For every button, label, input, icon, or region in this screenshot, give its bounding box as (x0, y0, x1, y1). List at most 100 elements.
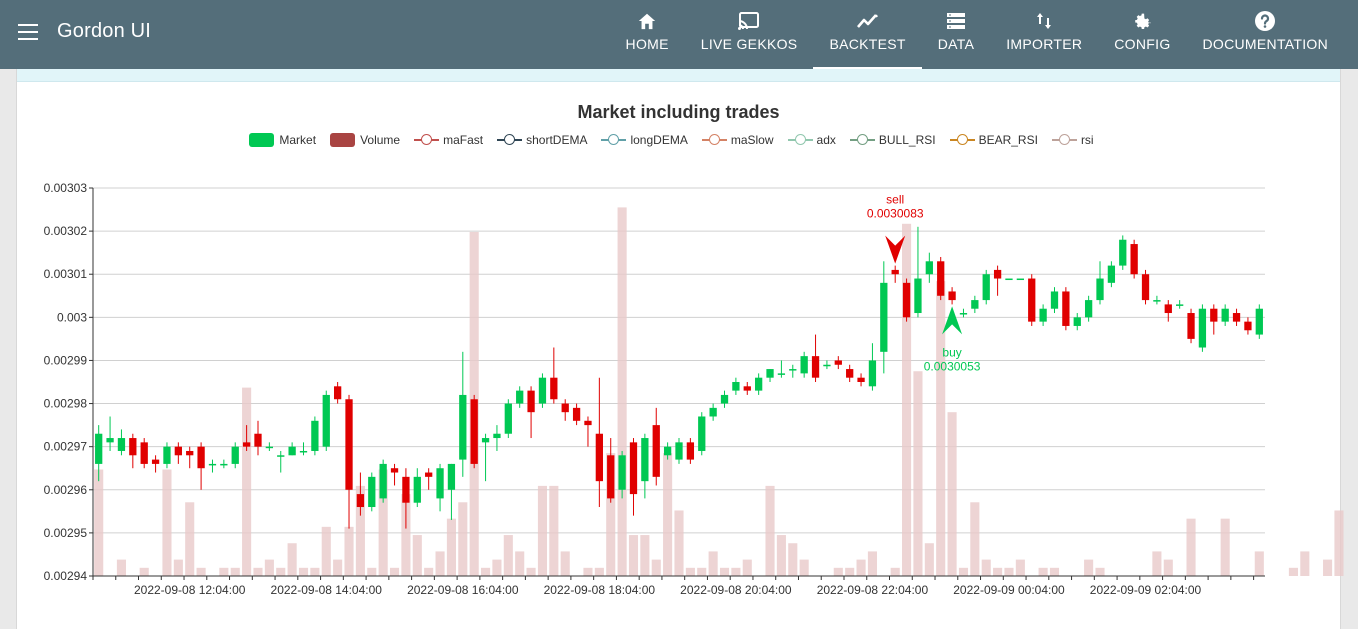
candle (834, 360, 842, 365)
volume-bar (276, 567, 286, 576)
candle (755, 377, 763, 391)
volume-bar (913, 371, 923, 576)
legend-item-rsi[interactable]: rsi (1051, 133, 1094, 147)
legend-item-maslow[interactable]: maSlow (701, 133, 774, 147)
buy-marker (942, 306, 963, 335)
volume-bar (833, 567, 843, 576)
y-tick-label: 0.00299 (44, 353, 88, 367)
chart-line-icon (856, 10, 880, 32)
candle (663, 446, 672, 456)
panel-header-strip (17, 69, 1340, 82)
legend-swatch (414, 133, 440, 147)
candle (1176, 304, 1184, 306)
candle (584, 420, 592, 426)
candle (527, 390, 535, 413)
volume-bar (663, 453, 673, 576)
candle (880, 282, 888, 352)
x-tick-label: 2022-09-09 02:04:00 (1090, 583, 1202, 597)
candle (1016, 278, 1025, 281)
legend-item-shortdema[interactable]: shortDEMA (497, 133, 587, 147)
candle (425, 472, 433, 477)
legend-label: rsi (1080, 133, 1094, 147)
legend-item-bull-rsi[interactable]: BULL_RSI (849, 133, 936, 147)
volume-bar (333, 559, 343, 576)
nav-data[interactable]: DATA (922, 0, 990, 69)
volume-bar (1334, 510, 1344, 576)
legend-swatch (849, 133, 875, 147)
volume-bar (242, 387, 252, 576)
nav-importer[interactable]: IMPORTER (990, 0, 1098, 69)
candle (481, 438, 490, 443)
candle (1244, 321, 1252, 331)
candle (709, 407, 717, 417)
legend-swatch (787, 133, 813, 147)
app-title: Gordon UI (57, 20, 152, 42)
volume-bar (1220, 518, 1230, 576)
candle (1255, 308, 1263, 335)
legend-label: BULL_RSI (878, 133, 936, 147)
legend-label: maFast (443, 133, 484, 147)
candle (1039, 308, 1047, 322)
legend-item-adx[interactable]: adx (787, 133, 836, 147)
volume-bar (230, 567, 240, 576)
nav-backtest[interactable]: BACKTEST (813, 0, 923, 69)
nav-live-gekkos[interactable]: LIVE GEKKOS (685, 0, 814, 69)
legend-label: longDEMA (630, 133, 688, 147)
candle (117, 438, 126, 451)
candle (322, 394, 330, 447)
candle (959, 313, 968, 315)
volume-bar (1049, 567, 1060, 576)
candle (1084, 300, 1093, 318)
nav-config[interactable]: CONFIG (1098, 0, 1186, 69)
candle (95, 433, 103, 464)
candle (777, 373, 786, 375)
nav-documentation-label: DOCUMENTATION (1202, 36, 1328, 52)
volume-bar (685, 567, 695, 576)
candle (1232, 313, 1241, 322)
y-tick-label: 0.00297 (44, 440, 88, 454)
candle (800, 356, 808, 374)
legend-item-volume[interactable]: Volume (330, 133, 400, 147)
candle (106, 438, 114, 443)
volume-bar (355, 485, 365, 576)
volume-bar (560, 551, 570, 576)
y-tick-label: 0.00301 (44, 267, 88, 281)
volume-bar (344, 526, 354, 576)
volume-bar (993, 567, 1003, 576)
volume-bar (424, 567, 434, 576)
nav-documentation[interactable]: DOCUMENTATION (1187, 0, 1344, 69)
candle (220, 463, 228, 466)
legend-item-market[interactable]: Market (249, 133, 316, 147)
menu-icon[interactable] (18, 24, 38, 40)
candle (197, 446, 205, 469)
legend-item-bear-rsi[interactable]: BEAR_RSI (949, 133, 1038, 147)
legend-swatch (1051, 133, 1077, 147)
volume-bar (1152, 551, 1162, 576)
volume-bar (435, 551, 445, 576)
legend-label: adx (816, 133, 836, 147)
legend-item-longdema[interactable]: longDEMA (601, 133, 688, 147)
candle (1198, 308, 1207, 348)
volume-bar (936, 281, 946, 576)
y-tick-label: 0.003 (57, 310, 87, 324)
candle (686, 442, 695, 460)
volume-bar (515, 551, 525, 576)
app-bar: Gordon UI HOME LIVE GEKKOS BACKTEST DATA (0, 0, 1358, 69)
candle (982, 274, 990, 301)
volume-bar (1163, 559, 1173, 576)
candle (174, 446, 182, 456)
candle (1062, 291, 1070, 326)
volume-bar (628, 535, 639, 576)
candle (311, 420, 319, 451)
candle (379, 463, 387, 499)
volume-bar (264, 559, 274, 576)
volume-bar (298, 567, 309, 576)
candle (652, 425, 660, 477)
y-tick-label: 0.00295 (44, 526, 88, 540)
nav-home[interactable]: HOME (610, 0, 685, 69)
home-icon (636, 10, 658, 32)
legend-swatch (330, 133, 356, 147)
volume-bar (799, 559, 809, 576)
volume-bar (446, 518, 456, 576)
legend-item-mafast[interactable]: maFast (414, 133, 483, 147)
